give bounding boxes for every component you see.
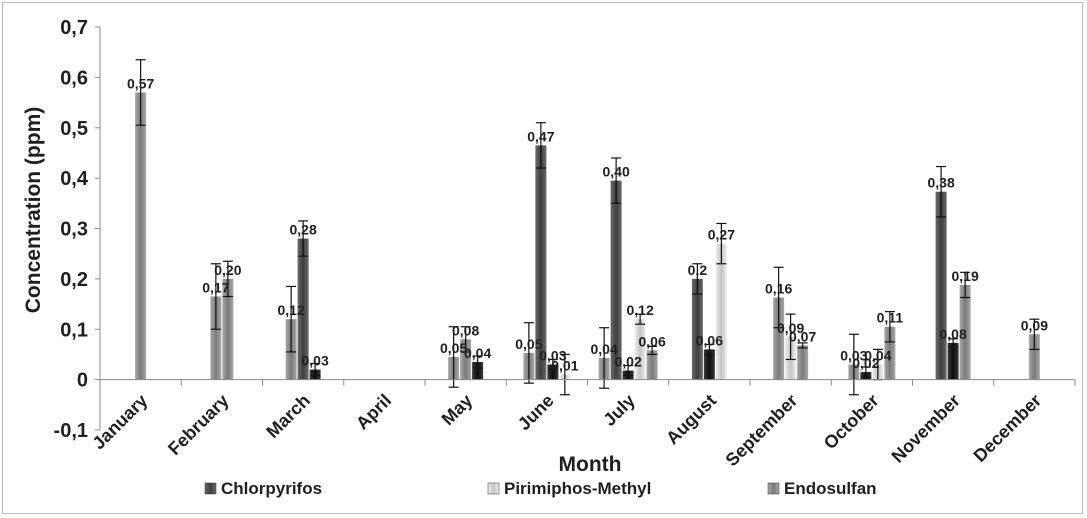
y-tick-label: 0,5	[60, 118, 88, 140]
data-label: 0,16	[765, 281, 792, 297]
x-tick-label: September	[722, 390, 802, 470]
x-tick-label: August	[662, 390, 720, 448]
data-label: 0,04	[864, 348, 891, 364]
y-tick-label: 0,1	[60, 319, 88, 341]
bar	[222, 278, 234, 380]
data-label: 0,27	[708, 227, 735, 243]
x-tick-label: February	[164, 390, 233, 459]
y-tick-label: 0	[77, 370, 88, 392]
data-label: 0,12	[627, 302, 654, 318]
data-label: 0,04	[591, 341, 618, 357]
data-label: 0,47	[527, 128, 554, 144]
bar	[703, 349, 715, 380]
data-label: 0,28	[290, 222, 317, 238]
bar	[135, 92, 147, 380]
bar	[773, 297, 785, 380]
legend-label: Endosulfan	[784, 479, 877, 498]
data-label: 0,06	[696, 332, 723, 348]
legend: Chlorpyrifos Pirimiphos-Methyl Endosulfan	[204, 479, 877, 498]
bar	[884, 326, 896, 380]
x-tick-label: April	[352, 390, 395, 433]
bar	[472, 361, 484, 380]
data-label: 0,03	[302, 353, 329, 369]
bar	[715, 243, 727, 380]
bar	[210, 296, 222, 380]
bar	[297, 238, 309, 380]
y-tick-label: 0,7	[60, 17, 88, 39]
data-label: 0,07	[789, 328, 816, 344]
x-tick-label: May	[438, 390, 477, 429]
y-tick-label: -0,1	[54, 420, 88, 442]
bar	[634, 319, 646, 380]
legend-label: Chlorpyrifos	[221, 479, 322, 498]
bar	[646, 350, 658, 380]
data-label: 0,01	[551, 358, 578, 374]
bar	[691, 278, 703, 380]
bar	[959, 284, 971, 380]
y-tick-label: 0,2	[60, 269, 88, 291]
data-label: 0,11	[877, 310, 904, 326]
x-tick-label: July	[599, 390, 639, 430]
data-label: 0,20	[214, 262, 241, 278]
y-axis-title: Concentration (ppm)	[22, 107, 45, 313]
legend-swatch	[767, 482, 780, 495]
y-tick-label: 0,3	[60, 219, 88, 241]
bar	[610, 180, 622, 380]
data-label: 0,19	[952, 268, 979, 284]
x-axis-title: Month	[559, 453, 622, 476]
legend-swatch	[487, 482, 500, 495]
data-label: 0,12	[278, 302, 305, 318]
data-label: 0,08	[940, 326, 967, 342]
bar	[1028, 334, 1040, 380]
bar	[460, 339, 472, 380]
data-label: 0,03	[840, 348, 867, 364]
x-tick-label: January	[88, 390, 151, 453]
data-labels: 0,570,170,200,120,280,030,050,080,040,05…	[127, 75, 1048, 373]
x-tick-label: December	[970, 390, 1046, 466]
bar	[797, 345, 809, 380]
bar	[535, 145, 547, 380]
data-label: 0,03	[539, 348, 566, 364]
data-label: 0,17	[202, 280, 229, 296]
data-label: 0,05	[515, 336, 542, 352]
x-tick-label: March	[262, 390, 314, 442]
x-tick-label: June	[514, 390, 558, 434]
data-label: 0,09	[1021, 317, 1048, 333]
data-label: 0,57	[127, 75, 154, 91]
data-label: 0,38	[928, 175, 955, 191]
data-label: 0,05	[440, 340, 467, 356]
y-tick-label: 0,6	[60, 67, 88, 89]
bar	[947, 342, 959, 380]
bar	[547, 364, 559, 380]
data-label: 0,40	[603, 164, 630, 180]
data-label: 0,09	[777, 320, 804, 336]
data-label: 0,02	[615, 354, 642, 370]
y-axis: -0,1 0 0,1 0,2 0,3 0,4 0,5 0,6 0,7	[54, 17, 101, 442]
data-label: 0,02	[852, 355, 879, 371]
data-label: 0,08	[452, 322, 479, 338]
legend-label: Pirimiphos-Methyl	[504, 479, 651, 498]
data-label: 0,2	[688, 262, 708, 278]
legend-swatch	[204, 482, 217, 495]
bars	[135, 59, 1040, 396]
bar	[935, 191, 947, 380]
y-tick-label: 0,4	[60, 168, 89, 190]
data-label: 0,04	[464, 345, 491, 361]
data-label: 0,06	[639, 333, 666, 349]
x-tick-label: November	[888, 390, 964, 466]
x-tick-label: October	[820, 390, 883, 453]
